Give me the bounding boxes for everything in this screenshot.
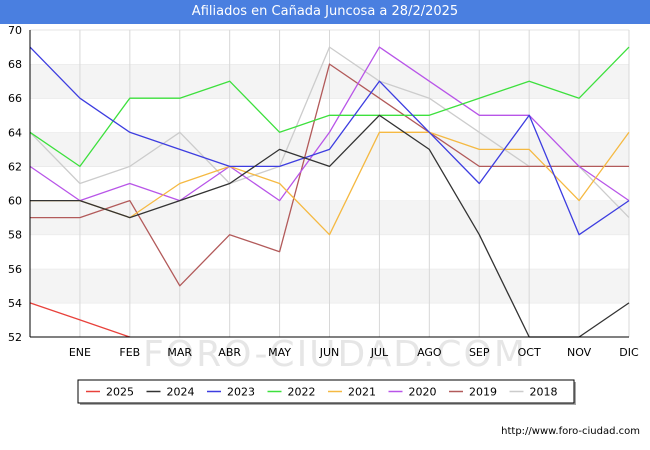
series-layer xyxy=(29,46,630,338)
legend-label-2019: 2019 xyxy=(469,386,497,399)
series-line-2019 xyxy=(30,63,629,287)
watermark-text: FORO-CIUDAD.COM xyxy=(143,334,527,375)
y-tick-label: 60 xyxy=(8,195,22,208)
x-tick-label: AGO xyxy=(417,346,442,359)
x-tick-label: OCT xyxy=(518,346,541,359)
legend-label-2021: 2021 xyxy=(348,386,376,399)
y-tick-label: 54 xyxy=(8,297,22,310)
y-tick-label: 62 xyxy=(8,160,22,173)
x-tick-label: MAY xyxy=(268,346,291,359)
x-tick-label: JUN xyxy=(319,346,340,359)
chart-title: Afiliados en Cañada Juncosa a 28/2/2025 xyxy=(0,0,650,24)
x-tick-label: DIC xyxy=(619,346,639,359)
legend-label-2024: 2024 xyxy=(167,386,195,399)
x-tick-label: SEP xyxy=(469,346,490,359)
legend-label-2025: 2025 xyxy=(106,386,134,399)
x-tick-label: MAR xyxy=(167,346,192,359)
x-tick-label: FEB xyxy=(119,346,140,359)
y-tick-label: 66 xyxy=(8,92,22,105)
source-url: http://www.foro-ciudad.com xyxy=(501,426,640,437)
x-tick-label: ABR xyxy=(218,346,241,359)
x-tick-label: NOV xyxy=(567,346,592,359)
y-axis-tick-labels: 52 54 56 58 60 62 64 66 68 70 xyxy=(8,24,22,344)
series-line-2023 xyxy=(29,46,630,236)
y-tick-label: 58 xyxy=(8,229,22,242)
x-axis-tick-labels: ENE FEB MAR ABR MAY JUN JUL AGO SEP OCT NOV DIC xyxy=(69,346,639,359)
legend-label-2023: 2023 xyxy=(227,386,255,399)
y-tick-label: 64 xyxy=(8,126,22,139)
legend-label-2022: 2022 xyxy=(288,386,316,399)
watermark-layer: FORO-CIUDAD.COM xyxy=(143,334,527,375)
series-line-2022 xyxy=(29,46,630,168)
x-tick-label: JUL xyxy=(370,346,389,359)
legend: 2025 2024 2023 2022 2021 2020 2019 2018 xyxy=(77,379,576,405)
y-tick-label: 52 xyxy=(8,331,22,344)
y-tick-label: 56 xyxy=(8,263,22,276)
y-tick-label: 70 xyxy=(8,24,22,37)
x-tick-label: ENE xyxy=(69,346,91,359)
axis-layer xyxy=(29,30,629,338)
legend-box xyxy=(77,379,575,404)
legend-label-2018: 2018 xyxy=(530,386,558,399)
legend-label-2020: 2020 xyxy=(409,386,437,399)
y-tick-label: 68 xyxy=(8,58,22,71)
series-line-2025 xyxy=(29,302,131,338)
